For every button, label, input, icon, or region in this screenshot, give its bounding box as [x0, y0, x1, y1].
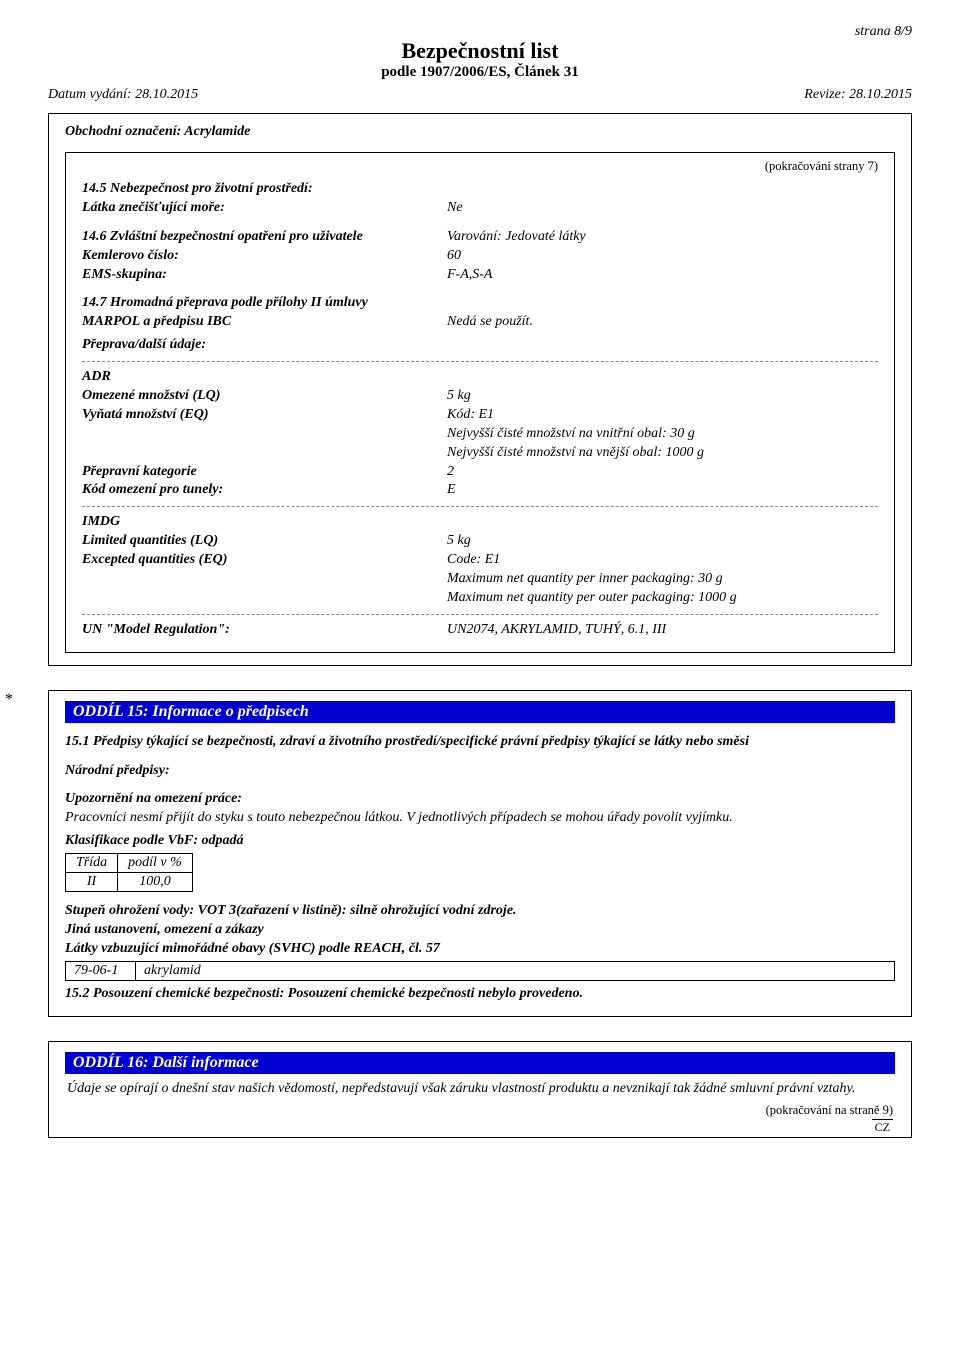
svhc-table: 79-06-1 akrylamid [65, 961, 895, 981]
adr-eq-key: Vyňatá množství (EQ) [82, 406, 447, 425]
dashed-separator [82, 506, 878, 507]
adr-tunnel-key: Kód omezení pro tunely: [82, 481, 447, 500]
imdg-lq-key: Limited quantities (LQ) [82, 532, 447, 551]
kemler-key: Kemlerovo číslo: [82, 247, 447, 266]
un-model-key: UN "Model Regulation": [82, 621, 447, 640]
ems-val: F-A,S-A [447, 266, 878, 285]
kemler-val: 60 [447, 247, 878, 266]
adr-lq-val: 5 kg [447, 387, 878, 406]
vbf-table: Třída podíl v % II 100,0 [65, 853, 193, 892]
marine-pollutant-val: Ne [447, 199, 878, 218]
doc-subtitle: podle 1907/2006/ES, Článek 31 [48, 64, 912, 81]
section-16-banner: ODDÍL 16: Další informace [65, 1052, 895, 1074]
adr-eq-l1: Kód: E1 [447, 407, 494, 422]
vbf-col-class: Třída [66, 854, 118, 873]
section-15-banner: ODDÍL 15: Informace o předpisech [65, 701, 895, 723]
adr-tunnel-val: E [447, 481, 878, 500]
dashed-separator [82, 614, 878, 615]
national-regs-title: Národní předpisy: [65, 762, 895, 781]
table-row: Třída podíl v % [66, 854, 193, 873]
work-restriction-text: Pracovníci nesmí přijít do styku s touto… [65, 809, 895, 828]
dashed-separator [82, 361, 878, 362]
s15-1-title: 15.1 Předpisy týkající se bezpečnosti, z… [65, 733, 895, 752]
vbf-class-title: Klasifikace podle VbF: odpadá [65, 832, 895, 851]
vbf-cell-percent: 100,0 [118, 873, 193, 892]
imdg-lq-val: 5 kg [447, 532, 878, 551]
continued-on-label: (pokračování na straně 9) [67, 1103, 893, 1118]
adr-eq-l3: Nejvyšší čisté množství na vnější obal: … [447, 445, 704, 460]
water-hazard-text: Stupeň ohrožení vody: VOT 3(zařazení v l… [65, 902, 895, 921]
imdg-title: IMDG [82, 513, 878, 532]
s14-7-title: 14.7 Hromadná přeprava podle přílohy II … [82, 294, 878, 313]
transport-inner-box: (pokračování strany 7) 14.5 Nebezpečnost… [65, 152, 895, 653]
s14-6-val: Varování: Jedovaté látky [447, 228, 878, 247]
adr-cat-val: 2 [447, 463, 878, 482]
ems-key: EMS-skupina: [82, 266, 447, 285]
marine-pollutant-key: Látka znečišťující moře: [82, 199, 447, 218]
vbf-cell-class: II [66, 873, 118, 892]
section-15-box: * ODDÍL 15: Informace o předpisech 15.1 … [48, 690, 912, 1017]
doc-title: Bezpečnostní list [48, 38, 912, 64]
imdg-eq-l3: Maximum net quantity per outer packaging… [447, 590, 737, 605]
work-restriction-title: Upozornění na omezení práce: [65, 790, 895, 809]
transport-more-title: Přeprava/další údaje: [82, 336, 878, 355]
marpol-key: MARPOL a předpisu IBC [82, 313, 447, 332]
imdg-eq-key: Excepted quantities (EQ) [82, 551, 447, 570]
svhc-title: Látky vzbuzující mimořádné obavy (SVHC) … [65, 940, 895, 959]
adr-title: ADR [82, 368, 878, 387]
adr-eq-val: Kód: E1 Nejvyšší čisté množství na vnitř… [447, 406, 878, 463]
other-provisions-title: Jiná ustanovení, omezení a zákazy [65, 921, 895, 940]
adr-eq-l2: Nejvyšší čisté množství na vnitřní obal:… [447, 426, 695, 441]
marpol-val: Nedá se použít. [447, 313, 878, 332]
imdg-eq-l2: Maximum net quantity per inner packaging… [447, 571, 723, 586]
imdg-eq-l1: Code: E1 [447, 552, 500, 567]
svhc-cas: 79-06-1 [66, 961, 136, 980]
star-icon: * [5, 691, 13, 709]
s14-5-title: 14.5 Nebezpečnost pro životní prostředí: [82, 180, 878, 199]
section-16-box: ODDÍL 16: Další informace Údaje se opíra… [48, 1041, 912, 1138]
svhc-substance: akrylamid [136, 961, 895, 980]
revision-date: Revize: 28.10.2015 [804, 87, 912, 103]
continued-from-label: (pokračování strany 7) [82, 159, 878, 174]
s15-2-text: 15.2 Posouzení chemické bezpečnosti: Pos… [65, 985, 895, 1004]
locale-mark: CZ [51, 1120, 909, 1135]
vbf-col-percent: podíl v % [118, 854, 193, 873]
s16-text: Údaje se opírají o dnešní stav našich vě… [67, 1080, 893, 1099]
adr-cat-key: Přepravní kategorie [82, 463, 447, 482]
imdg-eq-val: Code: E1 Maximum net quantity per inner … [447, 551, 878, 608]
table-row: 79-06-1 akrylamid [66, 961, 895, 980]
un-model-val: UN2074, AKRYLAMID, TUHÝ, 6.1, III [447, 621, 878, 640]
transport-box: Obchodní označení: Acrylamide (pokračová… [48, 113, 912, 666]
trade-name: Obchodní označení: Acrylamide [51, 124, 909, 146]
issue-date: Datum vydání: 28.10.2015 [48, 87, 198, 103]
table-row: II 100,0 [66, 873, 193, 892]
adr-lq-key: Omezené množství (LQ) [82, 387, 447, 406]
s14-6-title: 14.6 Zvláštní bezpečnostní opatření pro … [82, 228, 447, 247]
